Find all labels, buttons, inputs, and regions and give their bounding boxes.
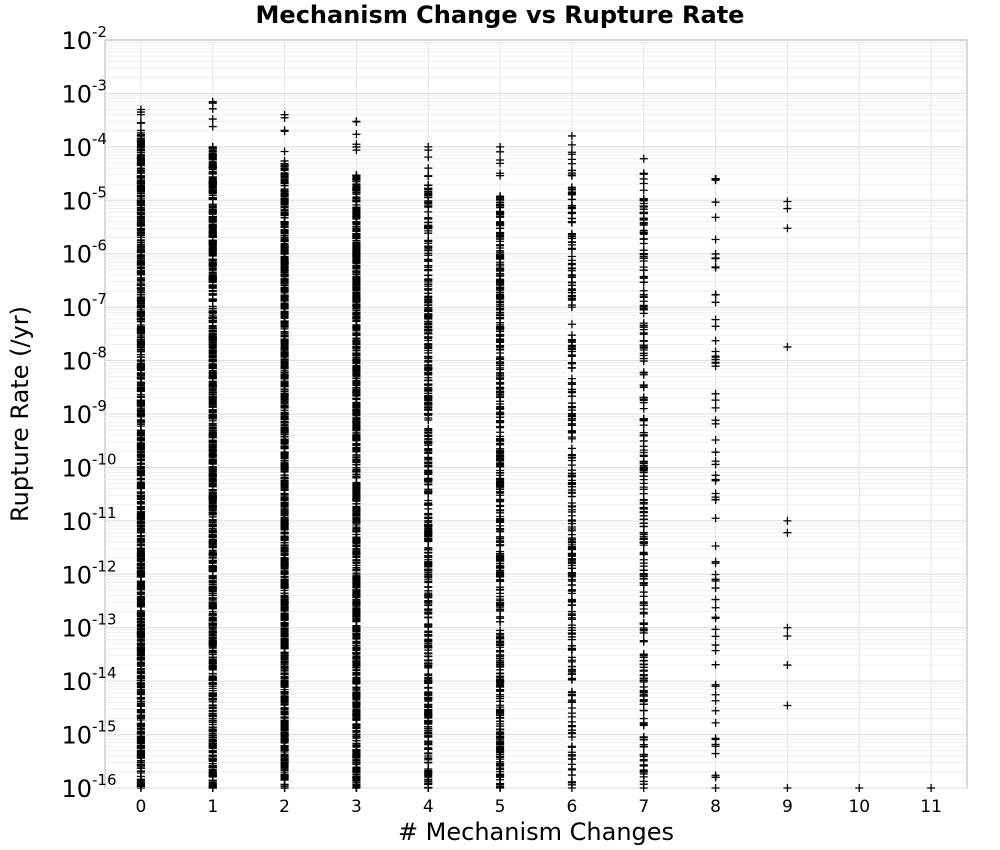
data-point — [136, 369, 145, 378]
data-point — [136, 521, 145, 530]
data-point — [136, 504, 145, 513]
data-point — [136, 683, 145, 692]
data-point — [136, 221, 145, 230]
data-point — [136, 345, 145, 354]
data-point — [136, 639, 145, 648]
data-point — [136, 322, 145, 331]
data-point — [136, 712, 145, 721]
data-point — [136, 159, 145, 168]
data-point — [136, 443, 145, 452]
data-point — [136, 198, 145, 207]
data-point — [136, 655, 145, 664]
data-point — [136, 242, 145, 251]
data-point — [136, 189, 145, 198]
data-point — [136, 720, 145, 729]
data-point — [136, 753, 145, 762]
data-point — [136, 460, 145, 469]
scatter-series — [136, 97, 936, 792]
data-point — [136, 315, 145, 324]
data-point — [136, 573, 145, 582]
data-point — [136, 393, 145, 402]
data-point — [136, 546, 145, 555]
data-point — [136, 337, 145, 346]
data-point — [136, 284, 145, 293]
data-point — [136, 429, 145, 438]
data-point — [136, 702, 145, 711]
data-point — [136, 760, 145, 769]
data-point — [136, 173, 145, 182]
data-point — [136, 353, 145, 362]
data-point — [136, 270, 145, 279]
data-point — [136, 742, 145, 751]
data-point — [136, 511, 145, 520]
data-point — [136, 261, 145, 270]
data-point — [136, 584, 145, 593]
data-point — [136, 250, 145, 259]
data-point — [136, 404, 145, 413]
grid-lines — [105, 40, 967, 789]
data-point — [136, 620, 145, 629]
data-point — [136, 560, 145, 569]
data-point — [136, 297, 145, 306]
data-point — [136, 628, 145, 637]
data-point — [136, 231, 145, 240]
